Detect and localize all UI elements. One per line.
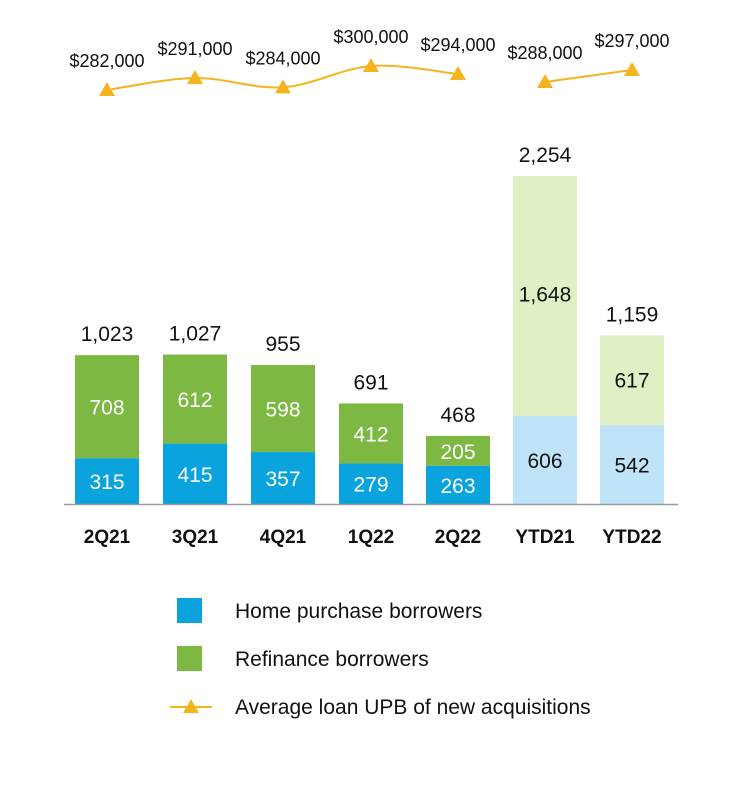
legend: Home purchase borrowers Refinance borrowe… bbox=[170, 598, 591, 719]
upb-value-label: $282,000 bbox=[69, 51, 144, 71]
bar-label-home-purchase: 606 bbox=[527, 450, 562, 473]
category-labels-layer: 2Q21 3Q21 4Q21 1Q22 2Q22 YTD21 YTD22 bbox=[84, 527, 662, 548]
bar-label-home-purchase: 542 bbox=[614, 455, 649, 478]
upb-triangle-marker bbox=[624, 62, 640, 76]
upb-triangle-marker bbox=[363, 58, 379, 72]
category-label: 3Q21 bbox=[172, 527, 219, 548]
upb-value-label: $294,000 bbox=[420, 35, 495, 55]
bar-refinance bbox=[163, 354, 227, 444]
category-label: 2Q22 bbox=[435, 527, 481, 548]
legend-swatch-refinance bbox=[177, 646, 202, 671]
bar-refinance bbox=[513, 176, 577, 416]
bar-refinance bbox=[339, 403, 403, 464]
bar-label-home-purchase: 263 bbox=[440, 475, 475, 498]
bar-refinance bbox=[600, 335, 664, 426]
legend-swatch-home-purchase bbox=[177, 598, 202, 623]
bar-label-refinance: 1,648 bbox=[519, 284, 572, 307]
upb-value-label: $300,000 bbox=[333, 27, 408, 47]
bar-total-label: 468 bbox=[440, 404, 475, 427]
bar-total-label: 2,254 bbox=[519, 144, 572, 167]
category-label: 4Q21 bbox=[260, 527, 307, 548]
bar-label-refinance: 708 bbox=[89, 397, 124, 420]
upb-triangle-marker bbox=[99, 82, 115, 96]
bar-home-purchase bbox=[426, 465, 490, 504]
bar-refinance bbox=[75, 355, 139, 459]
legend-label-refinance: Refinance borrowers bbox=[235, 648, 429, 671]
bar-home-purchase bbox=[339, 463, 403, 504]
bar-total-label: 1,023 bbox=[81, 323, 134, 346]
category-label: 1Q22 bbox=[348, 527, 394, 548]
category-label: 2Q21 bbox=[84, 527, 131, 548]
bar-label-home-purchase: 315 bbox=[89, 471, 124, 494]
bar-label-home-purchase: 415 bbox=[177, 464, 212, 487]
bar-home-purchase bbox=[513, 415, 577, 504]
bar-total-label: 1,159 bbox=[606, 303, 659, 326]
bar-label-refinance: 612 bbox=[177, 389, 212, 412]
upb-value-label: $297,000 bbox=[594, 31, 669, 51]
bar-label-refinance: 598 bbox=[265, 399, 300, 422]
bar-label-refinance: 412 bbox=[353, 423, 388, 446]
legend-triangle-upb bbox=[183, 699, 199, 713]
bar-total-label: 1,027 bbox=[169, 323, 222, 346]
upb-triangle-marker bbox=[275, 79, 291, 94]
bar-refinance bbox=[251, 365, 315, 453]
legend-label-home-purchase: Home purchase borrowers bbox=[235, 600, 482, 623]
bar-refinance bbox=[426, 435, 490, 466]
bar-label-refinance: 617 bbox=[614, 369, 649, 392]
upb-triangle-marker bbox=[450, 66, 466, 80]
upb-triangle-marker bbox=[187, 70, 203, 84]
bar-label-home-purchase: 357 bbox=[265, 468, 300, 491]
upb-triangle-marker bbox=[537, 74, 553, 88]
bar-total-label: 691 bbox=[353, 371, 388, 394]
bar-home-purchase bbox=[75, 458, 139, 504]
bar-home-purchase bbox=[163, 443, 227, 504]
upb-line-layer: $282,000 $291,000 $284,000 $300,000 $294,000… bbox=[69, 27, 670, 96]
upb-value-label: $288,000 bbox=[507, 43, 582, 63]
upb-value-label: $291,000 bbox=[157, 39, 232, 59]
legend-label-upb: Average loan UPB of new acquisitions bbox=[235, 696, 591, 719]
bar-total-label: 955 bbox=[265, 333, 300, 356]
bar-label-home-purchase: 279 bbox=[353, 474, 388, 497]
bar-home-purchase bbox=[600, 425, 664, 504]
category-label: YTD22 bbox=[602, 527, 661, 548]
upb-value-label: $284,000 bbox=[245, 48, 320, 68]
bars-layer: 315 708 1,023 415 612 1,027 357 598 955 279 412 691… bbox=[75, 144, 664, 504]
bar-label-refinance: 205 bbox=[440, 441, 475, 464]
category-label: YTD21 bbox=[515, 527, 575, 548]
bar-home-purchase bbox=[251, 452, 315, 504]
upb-line-ytd bbox=[544, 69, 633, 83]
